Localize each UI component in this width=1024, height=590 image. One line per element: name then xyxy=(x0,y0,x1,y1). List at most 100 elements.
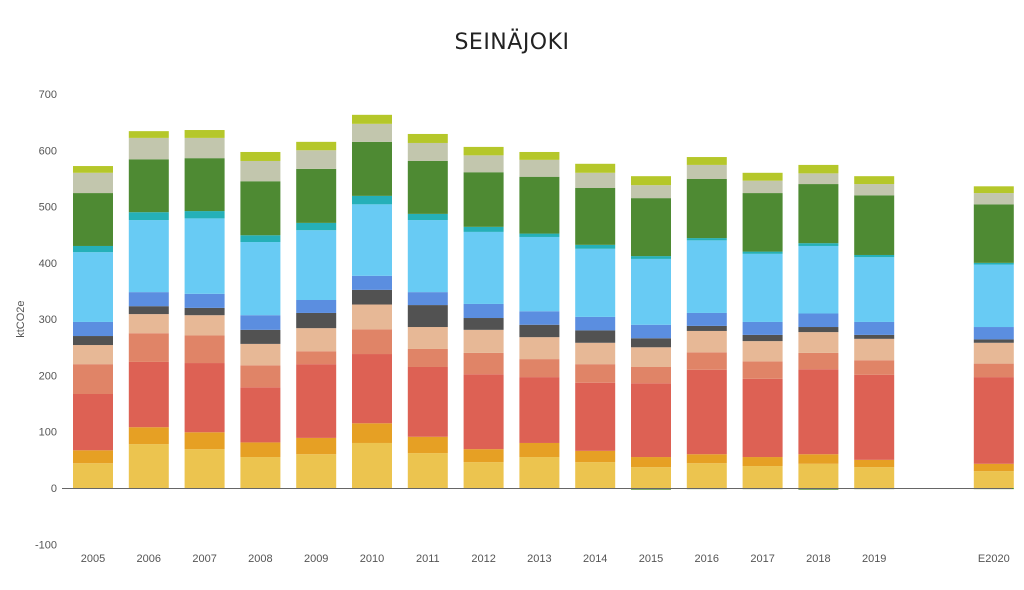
bar-segment-sector-6 xyxy=(240,329,281,344)
bar-segment-sector-4 xyxy=(128,333,169,362)
bar-segment-sector-11 xyxy=(352,123,392,142)
bar-segment-sector-8 xyxy=(519,236,560,312)
bar-segment-sector-2 xyxy=(798,454,839,464)
y-tick-label: 300 xyxy=(39,314,57,326)
bar-segment-sector-9 xyxy=(352,195,392,205)
bar-segment-sector-4 xyxy=(973,363,1014,378)
bar-segment-sector-6 xyxy=(352,289,392,305)
bar-stack-2005 xyxy=(73,166,113,488)
x-tick-label: 2009 xyxy=(304,553,328,565)
bar-segment-sector-9 xyxy=(73,245,113,253)
y-tick-label: 400 xyxy=(39,258,57,270)
bar-segment-sector-3 xyxy=(973,377,1014,464)
bar-segment-sector-8 xyxy=(240,242,281,316)
bar-segment-sector-12 xyxy=(519,151,560,160)
bar-segment-sector-6 xyxy=(631,338,671,348)
x-tick-label: 2019 xyxy=(862,553,886,565)
bar-segment-sector-1 xyxy=(742,466,783,488)
x-tick-label: 2013 xyxy=(527,553,551,565)
bar-segment-sector-3 xyxy=(240,387,281,443)
bar-segment-sector-9 xyxy=(742,251,783,254)
bar-segment-sector-5 xyxy=(575,342,616,365)
bar-segment-sector-8 xyxy=(184,218,225,294)
bar-segment-sector-9 xyxy=(519,233,560,237)
bar-segment-sector-2 xyxy=(184,432,225,450)
bar-segment-sector-10 xyxy=(686,178,727,239)
bar-segment-sector-12 xyxy=(73,166,113,173)
bar-segment-sector-4 xyxy=(631,366,671,384)
chart-title: SEINÄJOKI xyxy=(454,30,570,55)
bar-segment-sector-4 xyxy=(686,352,727,370)
bar-segment-sector-5 xyxy=(240,343,281,366)
bar-segment-sector-11 xyxy=(128,137,169,160)
bar-segment-sector-7 xyxy=(631,324,671,339)
bar-segment-sector-6 xyxy=(519,324,560,338)
bar-segment-sector-4 xyxy=(575,364,616,383)
bar-segment-sector-10 xyxy=(575,187,616,245)
bar-segment-sector-7 xyxy=(798,313,839,328)
bar-segment-sector-9 xyxy=(240,235,281,243)
bar-segment-sector-2 xyxy=(973,463,1014,472)
bar-segment-sector-4 xyxy=(407,348,448,367)
y-tick-label: 600 xyxy=(39,145,57,157)
bar-segment-sector-7 xyxy=(742,321,783,335)
bar-stack-2008 xyxy=(240,151,281,488)
bar-segment-sector-12 xyxy=(184,130,225,138)
bar-segment-sector-5 xyxy=(798,332,839,353)
bar-segment-sector-3 xyxy=(575,382,616,451)
bar-segment-sector-5 xyxy=(184,315,225,336)
bar-segment-sector-12 xyxy=(240,151,281,161)
bar-segment-sector-5 xyxy=(973,342,1014,364)
bar-segment-sector-9 xyxy=(686,238,727,241)
bar-segment-sector-3 xyxy=(631,383,671,458)
bar-segment-sector-7 xyxy=(352,275,392,290)
bar-segment-sector-10 xyxy=(798,184,839,244)
bar-segment-sector-2 xyxy=(240,442,281,458)
bar-stack-2017 xyxy=(742,172,783,490)
bar-segment-sector-5 xyxy=(631,347,671,367)
bar-segment-sector-2 xyxy=(575,450,616,463)
bar-segment-sector-10 xyxy=(296,168,337,223)
bar-segment-sector-7 xyxy=(184,293,225,308)
bar-segment-sector-11 xyxy=(973,193,1014,205)
bars xyxy=(73,114,1014,490)
bar-segment-sector-4 xyxy=(798,352,839,370)
bar-segment-sector-3 xyxy=(463,374,504,450)
bar-segment-sector-10 xyxy=(631,198,671,257)
bar-segment-sector-1 xyxy=(296,454,337,488)
bar-segment-sector-10 xyxy=(742,193,783,252)
x-tick-label: 2008 xyxy=(248,553,272,565)
bar-segment-sector-7 xyxy=(973,327,1014,340)
bar-segment-sector-3 xyxy=(742,378,783,458)
bar-segment-sector-12 xyxy=(854,176,895,185)
bar-segment-sector-11 xyxy=(73,172,113,194)
bar-segment-sector-1 xyxy=(463,462,504,488)
bar-segment-sector-4 xyxy=(73,364,113,395)
bar-segment-sector-4 xyxy=(519,359,560,378)
bar-segment-sector-1 xyxy=(128,444,169,488)
bar-segment-sector-9 xyxy=(575,244,616,249)
bar-segment-sector-9 xyxy=(854,254,895,258)
bar-segment-sector-5 xyxy=(519,337,560,360)
y-axis: -100 0 100 200 300 400 500 600 700 xyxy=(35,89,57,551)
bar-segment-sector-11 xyxy=(463,155,504,173)
bar-segment-sector-7 xyxy=(854,321,895,335)
bar-segment-sector-10 xyxy=(128,159,169,213)
bar-segment-sector-8 xyxy=(631,258,671,325)
bar-stack-2016 xyxy=(686,157,727,490)
bar-stack-2015 xyxy=(631,176,671,490)
bar-segment-sector-2 xyxy=(631,457,671,468)
bar-segment-sector-8 xyxy=(742,253,783,322)
bar-segment-sector-6 xyxy=(742,334,783,342)
bar-segment-sector-9 xyxy=(631,256,671,259)
bar-segment-sector-8 xyxy=(798,245,839,314)
x-tick-label: 2014 xyxy=(583,553,607,565)
bar-segment-sector-1 xyxy=(519,457,560,488)
bar-segment-sector-3 xyxy=(128,361,169,428)
bar-segment-sector-5 xyxy=(686,330,727,353)
bar-segment-sector-10 xyxy=(73,193,113,246)
bar-segment-sector-5 xyxy=(854,338,895,361)
bar-segment-sector-4 xyxy=(352,329,392,355)
bar-segment-sector-6 xyxy=(128,306,169,315)
bar-segment-sector-2 xyxy=(128,427,169,445)
